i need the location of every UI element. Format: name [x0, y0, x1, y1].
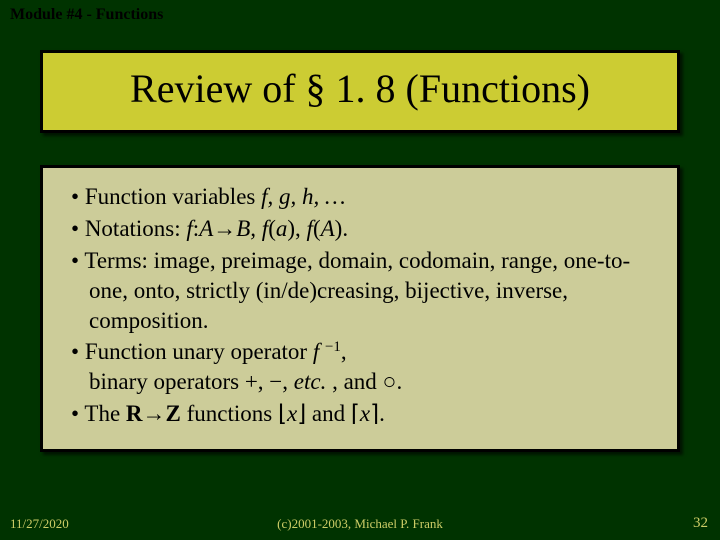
b5-dot: .	[379, 401, 385, 426]
bullet-3: Terms: image, preimage, domain, codomain…	[71, 246, 657, 336]
footer-page-number: 32	[693, 515, 708, 532]
module-label: Module #4 - Functions	[10, 6, 163, 23]
b5-R: R	[126, 401, 143, 426]
b4-c: binary operators +, −,	[89, 369, 294, 394]
bullet-2: Notations: f:A→B, f(a), f(A).	[71, 214, 657, 244]
b5-a: The	[84, 401, 126, 426]
b3-text: Terms: image, preimage, domain, codomain…	[84, 248, 630, 333]
b2-A2: A	[321, 216, 335, 241]
b2-arrow: →	[213, 216, 236, 241]
b5-floor-open: ⌊	[278, 401, 287, 426]
b1-vars: f, g, h, …	[261, 184, 345, 209]
content-box: Function variables f, g, h, … Notations:…	[40, 165, 680, 452]
b2-paren2: (	[313, 216, 321, 241]
b1-text: Function variables	[85, 184, 261, 209]
b5-ceil-open: ⌈	[351, 401, 360, 426]
bullet-1: Function variables f, g, h, …	[71, 182, 657, 212]
footer-copyright: (c)2001-2003, Michael P. Frank	[0, 516, 720, 532]
title-box: Review of § 1. 8 (Functions)	[40, 50, 680, 133]
b2-a: a	[276, 216, 288, 241]
b4-comma: ,	[341, 339, 347, 364]
b5-Z: Z	[166, 401, 181, 426]
b4-etc: etc.	[294, 369, 327, 394]
b5-floor-close: ⌋	[297, 401, 306, 426]
bullet-4: Function unary operator f −1, binary ope…	[71, 337, 657, 397]
b2-A: A	[199, 216, 213, 241]
b2-pre: Notations:	[85, 216, 187, 241]
b2-close1: ),	[287, 216, 306, 241]
bullet-5: The R→Z functions ⌊x⌋ and ⌈x⌉.	[71, 399, 657, 429]
b5-and: and	[306, 401, 351, 426]
b5-arrow: →	[143, 401, 166, 426]
b4-sup: −1	[325, 339, 341, 355]
b4-f: f	[313, 339, 325, 364]
b2-close2: ).	[335, 216, 348, 241]
b4-a: Function unary operator	[85, 339, 313, 364]
bullet-list: Function variables f, g, h, … Notations:…	[71, 182, 657, 429]
slide-title: Review of § 1. 8 (Functions)	[61, 65, 659, 112]
b5-b: functions	[181, 401, 278, 426]
b5-x2: x	[360, 401, 370, 426]
b4-e: , and ○.	[326, 369, 402, 394]
b5-ceil-close: ⌉	[370, 401, 379, 426]
b2-paren1: (	[268, 216, 276, 241]
b2-Bf: B, f	[236, 216, 268, 241]
module-header: Module #4 - Functions	[10, 6, 163, 24]
b5-x1: x	[287, 401, 297, 426]
